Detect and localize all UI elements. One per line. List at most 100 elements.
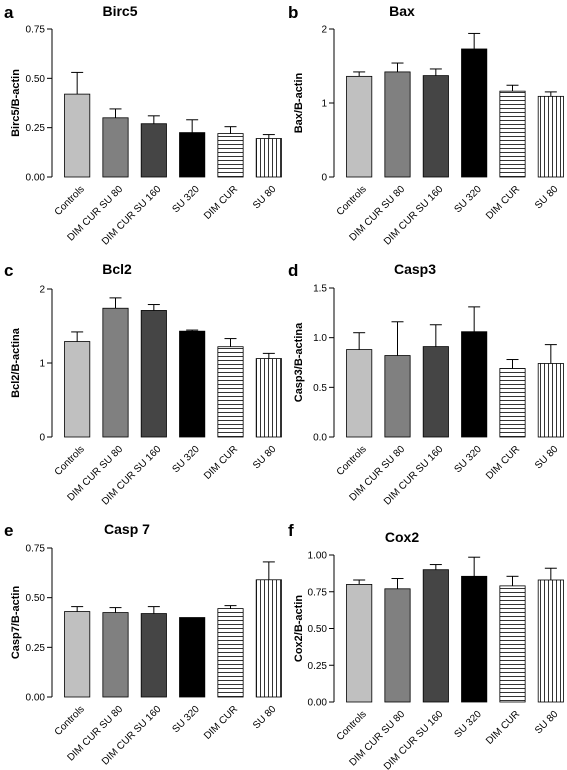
y-axis-label: Birc5/B-actin <box>10 69 22 137</box>
y-tick-label: 0.75 <box>308 587 328 598</box>
chart-title: Casp3 <box>394 261 436 277</box>
panel-d: d Casp3 Casp3/B-actina 0.0 0.5 1.0 1.5 Controls… <box>288 261 564 507</box>
y-axis-label: Casp7/B-actin <box>10 586 22 660</box>
y-tick-label: 0.00 <box>26 173 46 184</box>
bar-0 <box>346 349 373 438</box>
bar-0 <box>346 584 373 703</box>
y-axis-label: Casp3/B-actina <box>293 322 305 402</box>
bar-3 <box>179 330 206 438</box>
panel-c: c Bcl2 Bcl2/B-actina 0 1 2 Controls DIM CUR SU … <box>4 261 282 507</box>
y-tick-label: 2 <box>321 25 327 36</box>
x-tick-label: SU 320 <box>452 444 484 476</box>
x-tick-label: SU 80 <box>533 709 561 737</box>
y-tick-label: 0.75 <box>26 544 46 555</box>
bar-4 <box>499 368 526 438</box>
bar-4 <box>217 133 244 178</box>
bar-3 <box>179 617 206 698</box>
bar-5 <box>537 95 564 178</box>
bar-0 <box>64 341 91 438</box>
x-tick-label: SU 80 <box>251 184 279 212</box>
bar-4 <box>217 608 244 698</box>
bar-5 <box>537 579 564 703</box>
chart-title: Birc5 <box>102 3 137 19</box>
x-tick-label: DIM CUR <box>202 184 240 222</box>
bar-2 <box>422 75 449 178</box>
bar-3 <box>461 575 488 703</box>
bar-2 <box>422 569 449 703</box>
bar-1 <box>384 71 411 178</box>
y-tick-label: 2 <box>39 285 45 296</box>
y-tick-label: 1.00 <box>308 551 328 562</box>
y-tick-label: 1 <box>39 359 45 370</box>
x-tick-label: SU 80 <box>251 704 279 732</box>
x-tick-label: Controls <box>53 704 87 738</box>
x-tick-label: Controls <box>335 444 369 478</box>
chart-title: Bax <box>389 3 415 19</box>
y-tick-label: 0 <box>39 433 45 444</box>
bar-2 <box>140 613 167 698</box>
panel-letter: c <box>4 261 13 280</box>
y-tick-label: 0.75 <box>26 25 46 36</box>
panel-a: a Birc5 Birc5/B-actin 0.00 0.25 0.50 0.75 Contr… <box>4 3 282 247</box>
bar-0 <box>346 75 373 178</box>
chart-title: Cox2 <box>385 529 419 545</box>
x-tick-label: SU 320 <box>170 704 202 736</box>
y-tick-label: 0.00 <box>26 693 46 704</box>
panel-letter: e <box>4 521 13 540</box>
x-tick-label: SU 80 <box>533 444 561 472</box>
x-tick-label: Controls <box>53 444 87 478</box>
y-tick-label: 0.50 <box>26 74 46 85</box>
x-tick-label: SU 320 <box>452 184 484 216</box>
bar-5 <box>255 138 282 178</box>
bar-0 <box>64 611 91 698</box>
x-tick-label: SU 320 <box>170 444 202 476</box>
bar-3 <box>461 331 488 438</box>
bar-2 <box>140 310 167 438</box>
y-axis-label: Cox2/B-actin <box>293 595 305 663</box>
y-axis-label: Bax/B-actin <box>293 72 305 133</box>
panel-letter: d <box>288 261 298 280</box>
y-tick-label: 1.5 <box>313 284 327 295</box>
x-tick-label: DIM CUR <box>202 704 240 742</box>
x-tick-label: DIM CUR <box>484 444 522 482</box>
panel-letter: f <box>288 521 294 540</box>
y-tick-label: 1 <box>321 99 327 110</box>
bar-4 <box>499 585 526 703</box>
bar-1 <box>102 307 129 438</box>
y-tick-label: 0.5 <box>313 383 327 394</box>
bar-1 <box>102 117 129 178</box>
y-tick-label: 0.50 <box>26 593 46 604</box>
y-tick-label: 0.50 <box>308 624 328 635</box>
chart-title: Bcl2 <box>102 261 132 277</box>
y-tick-label: 0.25 <box>308 661 328 672</box>
x-tick-label: DIM CUR <box>202 444 240 482</box>
bar-2 <box>422 346 449 438</box>
bar-4 <box>217 346 244 438</box>
panel-f: f Cox2 Cox2/B-actin 0.00 0.25 0.50 0.75 1.00 Con… <box>288 521 564 770</box>
panels-root: a Birc5Birc5/B-actin0.000.250.500.75Contr… <box>4 3 564 770</box>
x-tick-label: DIM CUR <box>484 184 522 222</box>
x-tick-label: SU 80 <box>251 444 279 472</box>
bar-1 <box>102 612 129 698</box>
y-tick-label: 0.0 <box>313 433 327 444</box>
x-tick-label: SU 320 <box>170 184 202 216</box>
bar-0 <box>64 93 91 178</box>
y-tick-label: 0.25 <box>26 643 46 654</box>
bar-3 <box>179 132 206 178</box>
panel-letter: a <box>4 3 14 22</box>
bar-2 <box>140 123 167 178</box>
y-tick-label: 1.0 <box>313 333 327 344</box>
x-tick-label: Controls <box>335 709 369 743</box>
chart-title: Casp 7 <box>104 521 150 537</box>
panel-letter: b <box>288 3 298 22</box>
bar-3 <box>461 48 488 178</box>
bar-5 <box>255 579 282 698</box>
y-axis-label: Bcl2/B-actina <box>10 327 22 398</box>
x-tick-label: SU 80 <box>533 184 561 212</box>
x-tick-label: SU 320 <box>452 709 484 741</box>
y-tick-label: 0.00 <box>308 698 328 709</box>
bar-5 <box>255 358 282 438</box>
x-tick-label: Controls <box>53 184 87 218</box>
